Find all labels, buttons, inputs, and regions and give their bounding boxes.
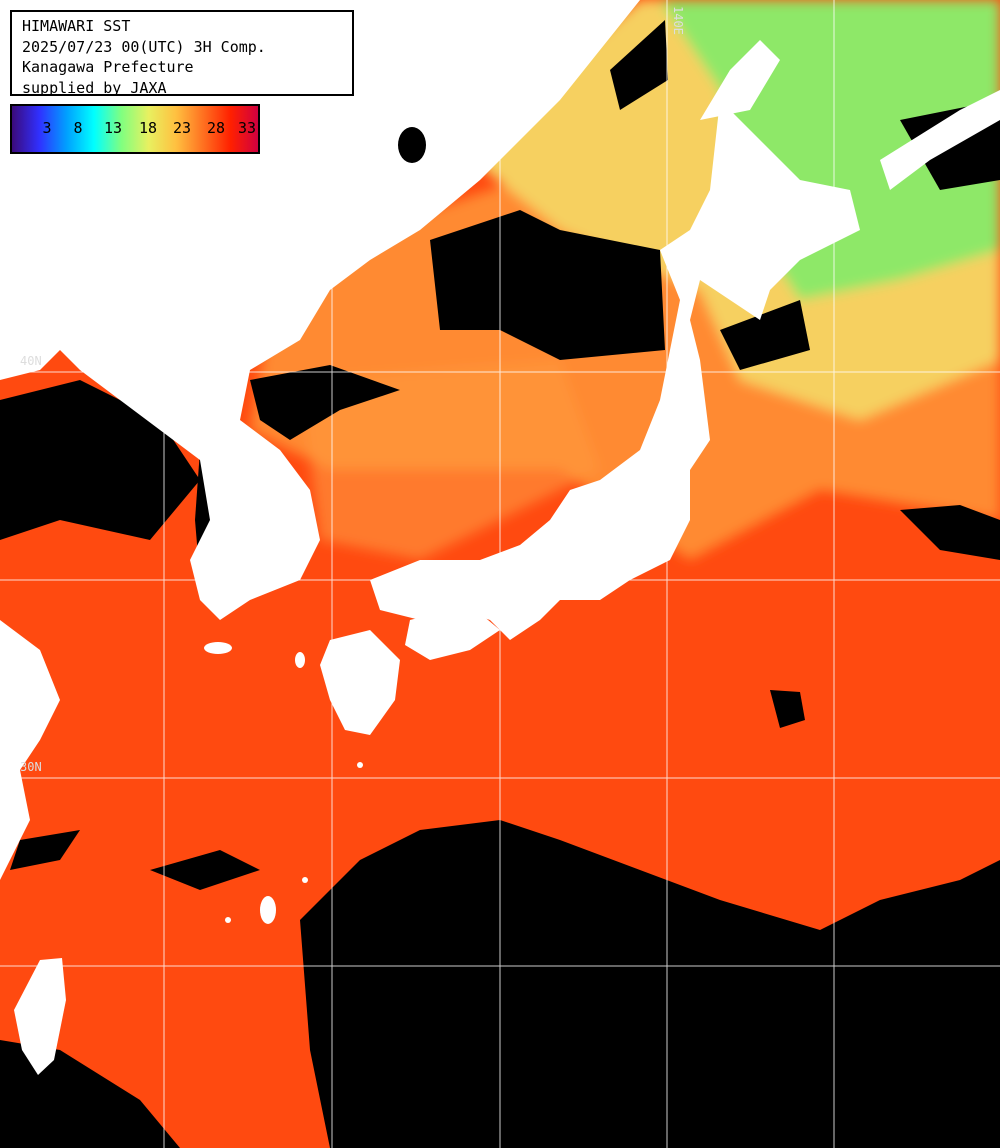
legend-tick: 28 xyxy=(206,119,226,137)
land xyxy=(0,0,1000,1075)
legend-tick: 33 xyxy=(237,119,257,137)
map-title: HIMAWARI SST xyxy=(22,17,131,35)
map-region: Kanagawa Prefecture xyxy=(22,58,194,76)
legend-gradient xyxy=(12,106,258,152)
legend-tick: 3 xyxy=(42,119,52,137)
map-title-box: HIMAWARI SST 2025/07/23 00(UTC) 3H Comp.… xyxy=(10,10,354,97)
lat-label-30n: 30N xyxy=(20,760,42,774)
map-credit: supplied by JAXA xyxy=(22,78,167,97)
legend-tick: 8 xyxy=(73,119,83,137)
legend-tick: 13 xyxy=(103,119,123,137)
ocean-light-band xyxy=(300,360,600,560)
map-datetime: 2025/07/23 00(UTC) 3H Comp. xyxy=(22,37,266,56)
lon-label-140e: 140E xyxy=(671,6,685,35)
lat-label-40n: 40N xyxy=(20,354,42,368)
cloud-patch-small xyxy=(398,127,426,163)
sst-color-legend: 3 8 13 18 23 28 33 xyxy=(10,104,260,154)
legend-tick: 18 xyxy=(138,119,158,137)
legend-tick: 23 xyxy=(172,119,192,137)
